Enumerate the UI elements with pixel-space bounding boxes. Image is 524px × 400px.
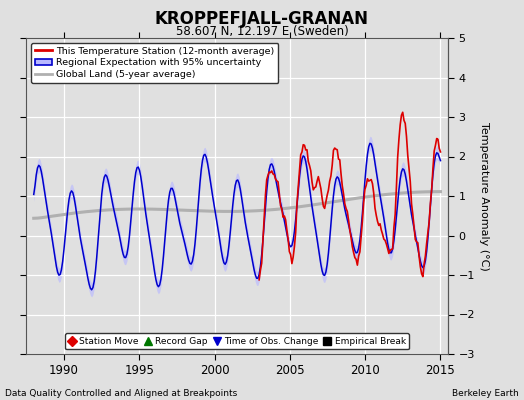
Legend: Station Move, Record Gap, Time of Obs. Change, Empirical Break: Station Move, Record Gap, Time of Obs. C… [65,333,409,350]
Text: Berkeley Earth: Berkeley Earth [452,389,519,398]
Text: Data Quality Controlled and Aligned at Breakpoints: Data Quality Controlled and Aligned at B… [5,389,237,398]
Text: 58.607 N, 12.197 E (Sweden): 58.607 N, 12.197 E (Sweden) [176,25,348,38]
Text: KROPPEFJALL-GRANAN: KROPPEFJALL-GRANAN [155,10,369,28]
Y-axis label: Temperature Anomaly (°C): Temperature Anomaly (°C) [479,122,489,270]
